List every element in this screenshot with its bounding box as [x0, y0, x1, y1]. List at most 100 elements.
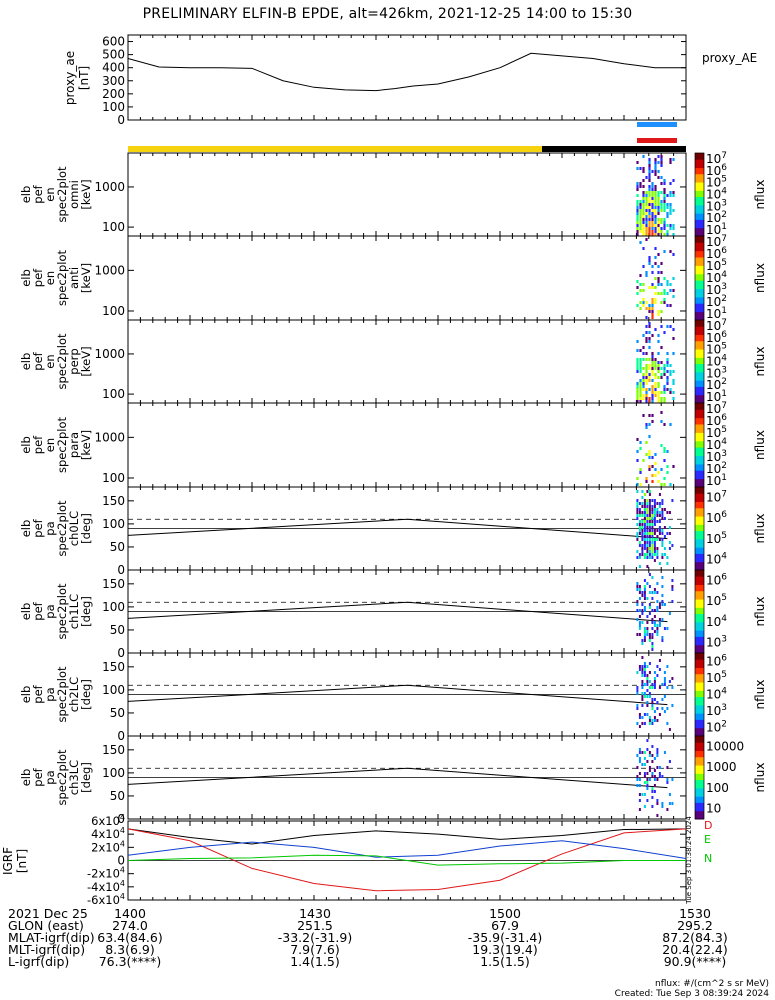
energy-panel-2-cell [636, 397, 639, 400]
colorbar-e2-segment [695, 328, 704, 331]
pa-panel-0-cell [666, 511, 669, 514]
energy-panel-2-cell [636, 394, 639, 397]
energy-panel-1-cell [657, 265, 660, 268]
side-stamp: Tue Sep 3 01:38:24 2024 [685, 816, 693, 905]
pa-panel-1-cell [661, 600, 664, 603]
pa-panel-0-cell [638, 532, 641, 535]
energy-panel-2-cell [657, 370, 660, 373]
energy-panel-1-cell [672, 277, 675, 280]
pa-panel-2-cell [646, 677, 649, 680]
pa-panel-1-cell [651, 645, 654, 648]
pa-panel-1-cell [641, 603, 644, 606]
colorbar-p2-segment [695, 671, 704, 675]
energy-panel-1-cell [651, 313, 654, 316]
energy-panel-0-cell [642, 215, 645, 218]
colorbar-e0-segment [695, 175, 704, 179]
pa-panel-0-cell [641, 526, 644, 529]
pa-panel-1-cell [646, 621, 649, 624]
pa-panel-2-cell [663, 680, 666, 683]
pa-panel-3-ytick-label: 100 [102, 766, 125, 780]
colorbar-p1-tick-label: 105 [706, 593, 727, 608]
colorbar-p0-segment [695, 551, 704, 554]
energy-panel-0-cell [657, 155, 660, 158]
energy-panel-1-cell [663, 289, 666, 292]
energy-panel-0-cell [642, 170, 645, 173]
colorbar-p0-segment [695, 522, 704, 525]
energy-panel-0-cell [666, 230, 669, 233]
colorbar-p1-tick-label: 106 [706, 572, 727, 587]
energy-panel-0-cell [642, 191, 645, 194]
pa-panel-2-cell [653, 677, 656, 680]
colorbar-p1-segment [695, 623, 704, 627]
energy-panel-2-cell [636, 385, 639, 388]
energy-panel-2-cell [645, 400, 648, 403]
energy-panel-0-cell [672, 158, 675, 161]
energy-panel-1-cell [648, 307, 651, 310]
colorbar-p3-segment [695, 738, 704, 741]
colorbar-p2-segment [695, 682, 704, 685]
energy-panel-0-cell [636, 215, 639, 218]
pa-panel-0-cell [663, 535, 666, 538]
energy-panel-2-cell [645, 337, 648, 340]
energy-panel-0-cell [651, 170, 654, 173]
colorbar-e0-segment [695, 188, 704, 191]
energy-panel-0-cell [645, 212, 648, 215]
energy-panel-3-ytick-label: 100 [102, 471, 125, 485]
energy-panel-0-cell [642, 203, 645, 206]
colorbar-p0-segment [695, 528, 704, 532]
energy-panel-0-cell [648, 224, 651, 227]
colorbar-p1-segment [695, 584, 704, 588]
pa-panel-0-cell [656, 511, 659, 514]
pa-panel-1-cell [636, 603, 639, 606]
energy-panel-0-cell [645, 221, 648, 224]
pa-panel-2-cell [636, 689, 639, 692]
pa-panel-3-cell [656, 751, 659, 754]
energy-panel-0-ylabel: spec2plot [55, 166, 69, 223]
energy-panel-2-cell [666, 364, 669, 367]
energy-panel-0-cell [663, 227, 666, 230]
pa-panel-3-cell [651, 745, 654, 748]
energy-panel-2-cell [651, 358, 654, 361]
energy-panel-2-cell [660, 373, 663, 376]
colorbar-e2-segment [695, 392, 704, 396]
colorbar-e2-segment [695, 320, 704, 323]
colorbar-p3-segment [695, 796, 704, 799]
pa-panel-0-cell [668, 532, 671, 535]
energy-panel-0-cell [642, 206, 645, 209]
pa-panel-1-cell [636, 618, 639, 621]
energy-panel-0-cell [654, 185, 657, 188]
energy-panel-0-cell [651, 230, 654, 233]
colorbar-p1-segment [695, 628, 704, 631]
pa-panel-0-cell [646, 520, 649, 523]
colorbar-p3-segment [695, 802, 704, 805]
pa-panel-0-cell [651, 517, 654, 520]
pa-panel-3-cell [638, 808, 641, 811]
colorbar-p1-segment [695, 601, 704, 604]
pa-panel-0-cell [651, 541, 654, 544]
pa-panel-0-cell [638, 511, 641, 514]
energy-panel-3-ylabel: spec2plot [55, 416, 69, 473]
proxy-ae-ytick-label: 200 [102, 87, 125, 101]
pa-panel-1-cell [646, 582, 649, 585]
pa-panel-1-cell [651, 648, 654, 651]
energy-panel-1-cell [660, 292, 663, 295]
colorbar-e0-segment [695, 200, 704, 204]
colorbar-p2-segment [695, 657, 704, 660]
energy-panel-0-cell [639, 230, 642, 233]
energy-panel-0-cell [669, 194, 672, 197]
pa-panel-0-cell [658, 511, 661, 514]
colorbar-p2-segment [695, 669, 704, 673]
colorbar-p2-segment [695, 706, 704, 710]
energy-panel-3-cell [645, 423, 648, 426]
pa-panel-0-cell [656, 529, 659, 532]
pa-panel-0-cell [646, 529, 649, 532]
pa-panel-2-cell [648, 695, 651, 698]
energy-panel-2-cell [648, 337, 651, 340]
colorbar-e2-segment [695, 349, 704, 352]
pa-panel-0-cell [636, 505, 639, 508]
pa-panel-3-cell [641, 751, 644, 754]
pa-panel-2-cell [641, 674, 644, 677]
pa-panel-2-ylabel: pa [43, 687, 57, 701]
energy-panel-3-cell [651, 456, 654, 459]
energy-panel-2-cell [672, 379, 675, 382]
